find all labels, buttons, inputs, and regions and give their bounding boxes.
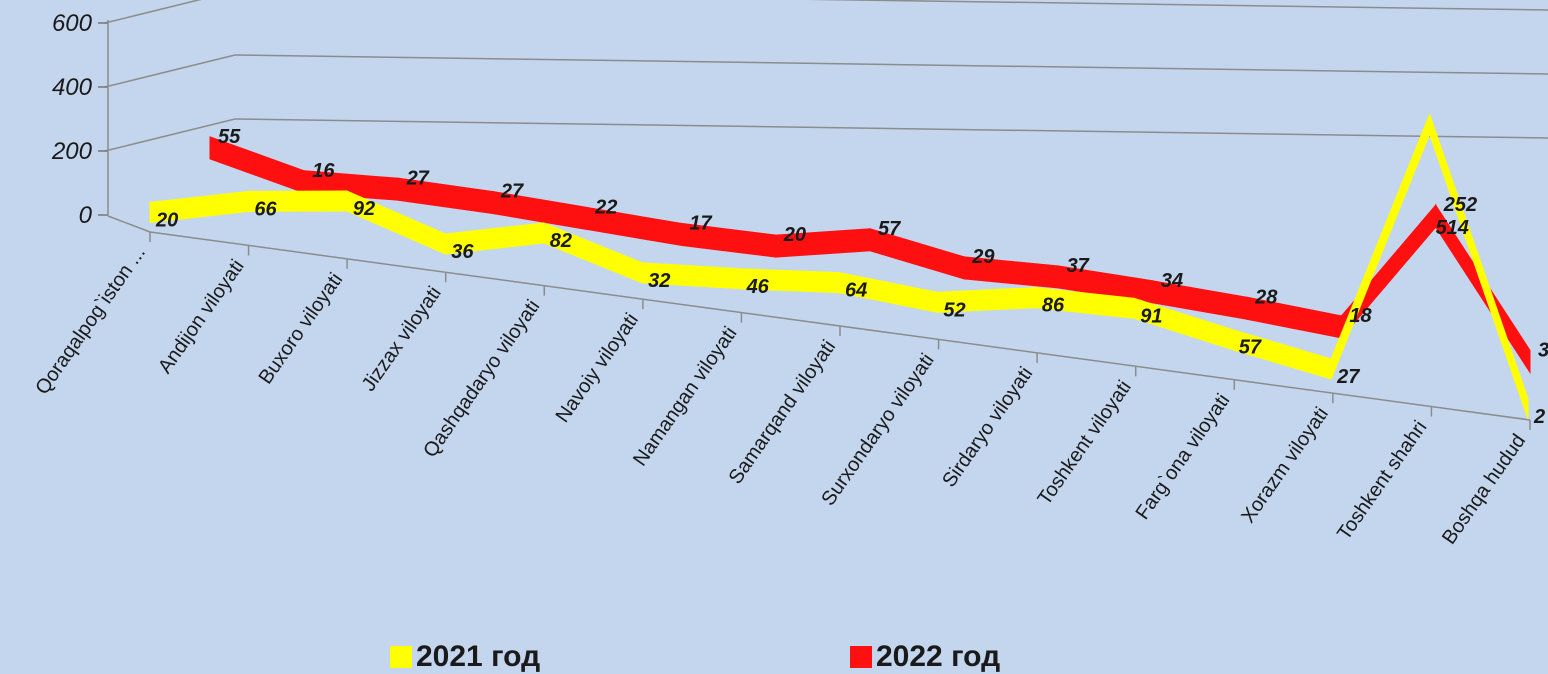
data-label-2022: 27 — [406, 167, 430, 189]
legend-label-2021: 2021 год — [416, 640, 541, 673]
data-label-2021: 64 — [845, 280, 867, 302]
x-tick-label-boshqa-hudud: Boshqa hudud — [1438, 430, 1530, 548]
data-label-2021: 46 — [746, 276, 770, 298]
gridline-back — [805, 0, 1548, 11]
data-label-2022: 37 — [1067, 255, 1090, 277]
floor-edge — [107, 215, 151, 233]
chart-gridlines — [104, 0, 1548, 152]
data-label-2022: 18 — [1349, 305, 1372, 327]
data-label-2022: 3 — [1538, 339, 1548, 361]
data-label-2022: 27 — [500, 181, 524, 203]
data-label-2021: 66 — [254, 198, 277, 220]
data-label-2022: 34 — [1161, 270, 1183, 292]
data-label-2021: 36 — [451, 241, 474, 263]
gridline-back — [234, 118, 1548, 139]
data-labels: 5516272722172057293734281825232066923682… — [155, 126, 1548, 428]
x-tick-label-qoraqalpog-iston: Qoraqalpog`iston ... — [31, 242, 150, 399]
data-label-2022: 20 — [783, 224, 806, 246]
gridline-wall — [104, 54, 236, 88]
data-label-2021: 52 — [943, 299, 965, 321]
gridline-wall — [104, 0, 202, 24]
legend-swatch-2021 — [390, 646, 412, 668]
data-label-2022: 55 — [218, 126, 241, 148]
x-tick-label-sirdaryo-viloyati: Sirdaryo viloyati — [938, 363, 1037, 491]
data-label-2021: 2 — [1533, 406, 1545, 428]
x-tick-label-toshkent-viloyati: Toshkent viloyati — [1034, 377, 1136, 510]
y-tick-label: 600 — [52, 10, 93, 37]
legend-item-2022: 2022 год — [850, 640, 1000, 674]
data-label-2022: 28 — [1254, 286, 1278, 308]
x-tick-label-xorazm-viloyati: Xorazm viloyati — [1237, 403, 1333, 527]
data-label-2022: 16 — [312, 160, 335, 182]
x-tick-label-farg-ona-viloyati: Farg`ona viloyati — [1132, 390, 1235, 524]
x-tick-label-samarqand-viloyati: Samarqand viloyati — [725, 336, 841, 488]
gridline-back — [234, 54, 1548, 75]
x-tick-label-qashqadaryo-viloyati: Qashqadaryo viloyati — [419, 296, 544, 462]
data-label-2021: 514 — [1436, 217, 1469, 239]
data-label-2021: 86 — [1042, 295, 1065, 317]
data-label-2021: 82 — [550, 230, 572, 252]
data-label-2021: 20 — [155, 209, 178, 231]
x-tick-label-andijon-viloyati: Andijon viloyati — [154, 256, 249, 378]
gridline-wall — [104, 118, 236, 152]
data-label-2021: 32 — [648, 270, 670, 292]
data-label-2022: 57 — [878, 218, 901, 240]
data-label-2022: 17 — [689, 212, 712, 234]
data-label-2022: 22 — [594, 196, 617, 218]
x-tick-label-navoiy-viloyati: Navoiy viloyati — [552, 309, 643, 426]
legend-label-2022: 2022 год — [876, 640, 1001, 673]
x-tick-label-toshkent-shahri: Toshkent shahri — [1333, 417, 1431, 544]
data-label-2021: 91 — [1140, 305, 1162, 327]
x-tick-label-jizzax-viloyati: Jizzax viloyati — [358, 283, 446, 396]
series-2021-segment — [1429, 114, 1529, 420]
y-tick-label: 400 — [52, 74, 93, 101]
y-tick-label: 0 — [79, 202, 93, 229]
y-tick-label: 200 — [51, 138, 93, 165]
legend-item-2021: 2021 год — [390, 640, 540, 674]
series-2021 — [149, 114, 1529, 420]
data-label-2022: 252 — [1443, 194, 1477, 216]
x-tick-label-buxoro-viloyati: Buxoro viloyati — [255, 269, 348, 388]
data-label-2022: 29 — [971, 246, 995, 268]
x-tick-label-surxondaryo-viloyati: Surxondaryo viloyati — [817, 350, 938, 510]
legend-swatch-2022 — [850, 646, 872, 668]
data-label-2021: 57 — [1239, 337, 1262, 359]
x-tick-label-namangan-viloyati: Namangan viloyati — [629, 323, 741, 470]
data-label-2021: 27 — [1336, 366, 1360, 388]
data-label-2021: 92 — [353, 198, 375, 220]
